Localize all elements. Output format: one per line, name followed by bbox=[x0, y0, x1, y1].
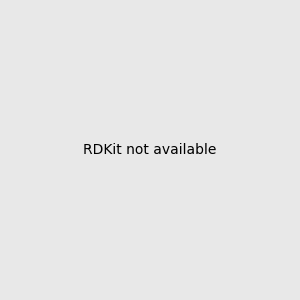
Text: RDKit not available: RDKit not available bbox=[83, 143, 217, 157]
